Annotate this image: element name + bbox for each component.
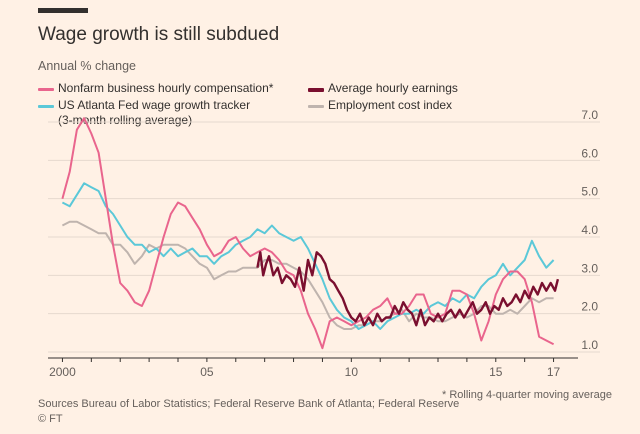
- legend-swatch-eci: [308, 105, 324, 108]
- footnote: * Rolling 4-quarter moving average: [442, 389, 612, 401]
- x-tick-label: 10: [345, 365, 359, 379]
- brand-bar: [38, 8, 88, 13]
- y-tick-label: 3.0: [581, 261, 598, 275]
- legend-swatch-atlanta: [38, 105, 54, 108]
- y-tick-label: 4.0: [581, 223, 598, 237]
- grid-lines: [48, 121, 600, 353]
- x-axis: 2000 05 10 15 17: [48, 357, 578, 379]
- x-tick-label: 15: [489, 365, 503, 379]
- x-tick-label: 05: [200, 365, 214, 379]
- x-tick-label: 2000: [49, 365, 76, 379]
- y-tick-label: 7.0: [581, 108, 598, 122]
- series-line-eci: [61, 220, 554, 330]
- legend-swatch-earnings: [308, 88, 324, 92]
- chart-title: Wage growth is still subdued: [38, 24, 280, 45]
- chart-subtitle: Annual % change: [38, 59, 136, 73]
- series-line-nonfarm: [61, 117, 555, 350]
- y-tick-label: 6.0: [581, 146, 598, 160]
- y-tick-label: 5.0: [581, 185, 598, 199]
- series-lines: [61, 117, 560, 350]
- y-axis-labels: 1.0 2.0 3.0 4.0 5.0 6.0 7.0: [581, 108, 598, 352]
- y-tick-label: 1.0: [581, 338, 598, 352]
- legend-label-atlanta-line2: (3-month rolling average): [58, 113, 193, 127]
- credit: © FT: [38, 413, 63, 425]
- legend-label-eci: Employment cost index: [328, 98, 453, 112]
- legend-label-earnings: Average hourly earnings: [328, 81, 458, 95]
- series-line-earnings: [256, 251, 560, 327]
- legend-label-atlanta-line1: US Atlanta Fed wage growth tracker: [58, 98, 251, 112]
- x-tick-label: 17: [547, 365, 561, 379]
- series-line-atlanta: [61, 182, 555, 330]
- sources: Sources Bureau of Labor Statistics; Fede…: [38, 398, 460, 410]
- legend-swatch-nonfarm: [38, 88, 54, 91]
- y-tick-label: 2.0: [581, 300, 598, 314]
- legend-label-nonfarm: Nonfarm business hourly compensation*: [58, 81, 274, 95]
